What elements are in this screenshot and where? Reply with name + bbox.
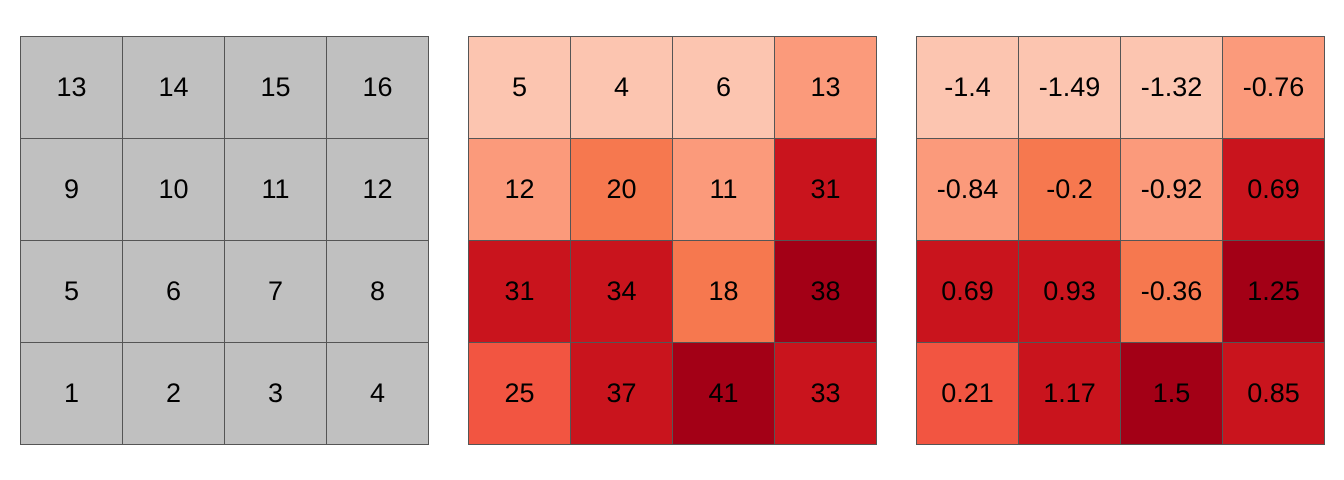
heatmap-cell: -0.92 [1120, 138, 1223, 241]
heatmap-cell: 2 [122, 342, 225, 445]
heatmap-panel-index: 13 14 15 16 9 10 11 12 5 6 7 8 1 2 3 4 [20, 36, 429, 445]
heatmap-cell: -1.4 [916, 36, 1019, 139]
heatmap-cell: 13 [20, 36, 123, 139]
heatmap-cell: 6 [122, 240, 225, 343]
heatmap-cell: 11 [224, 138, 327, 241]
heatmap-cell: 9 [20, 138, 123, 241]
heatmap-cell: -0.84 [916, 138, 1019, 241]
heatmap-panel-counts: 5 4 6 13 12 20 11 31 31 34 18 38 25 37 41 33 [468, 36, 877, 445]
heatmap-cell: 6 [672, 36, 775, 139]
heatmap-cell: 5 [468, 36, 571, 139]
heatmap-cell: -1.49 [1018, 36, 1121, 139]
heatmap-cell: 20 [570, 138, 673, 241]
heatmap-cell: 1.25 [1222, 240, 1325, 343]
heatmap-cell: 5 [20, 240, 123, 343]
heatmap-cell: 14 [122, 36, 225, 139]
heatmap-cell: -1.32 [1120, 36, 1223, 139]
heatmap-cell: -0.76 [1222, 36, 1325, 139]
heatmap-cell: 0.93 [1018, 240, 1121, 343]
heatmap-cell: 33 [774, 342, 877, 445]
heatmap-cell: 10 [122, 138, 225, 241]
heatmap-cell: 7 [224, 240, 327, 343]
heatmap-cell: 37 [570, 342, 673, 445]
heatmap-cell: 16 [326, 36, 429, 139]
heatmap-panel-scaled: -1.4 -1.49 -1.32 -0.76 -0.84 -0.2 -0.92 0.69 0.6… [916, 36, 1325, 445]
heatmap-cell: 1 [20, 342, 123, 445]
heatmap-cell: 0.69 [916, 240, 1019, 343]
heatmap-cell: 41 [672, 342, 775, 445]
heatmap-cell: 1.5 [1120, 342, 1223, 445]
heatmap-cell: 18 [672, 240, 775, 343]
heatmap-cell: 15 [224, 36, 327, 139]
heatmap-cell: 8 [326, 240, 429, 343]
heatmap-cell: 25 [468, 342, 571, 445]
heatmap-cell: 3 [224, 342, 327, 445]
heatmap-cell: 34 [570, 240, 673, 343]
heatmap-cell: -0.2 [1018, 138, 1121, 241]
heatmap-cell: -0.36 [1120, 240, 1223, 343]
heatmap-cell: 0.85 [1222, 342, 1325, 445]
heatmap-cell: 31 [774, 138, 877, 241]
heatmap-cell: 12 [468, 138, 571, 241]
heatmap-cell: 4 [570, 36, 673, 139]
heatmap-cell: 0.21 [916, 342, 1019, 445]
heatmap-cell: 1.17 [1018, 342, 1121, 445]
heatmap-cell: 12 [326, 138, 429, 241]
heatmap-cell: 4 [326, 342, 429, 445]
heatmap-cell: 13 [774, 36, 877, 139]
heatmap-cell: 31 [468, 240, 571, 343]
heatmap-cell: 38 [774, 240, 877, 343]
heatmap-cell: 11 [672, 138, 775, 241]
heatmap-cell: 0.69 [1222, 138, 1325, 241]
